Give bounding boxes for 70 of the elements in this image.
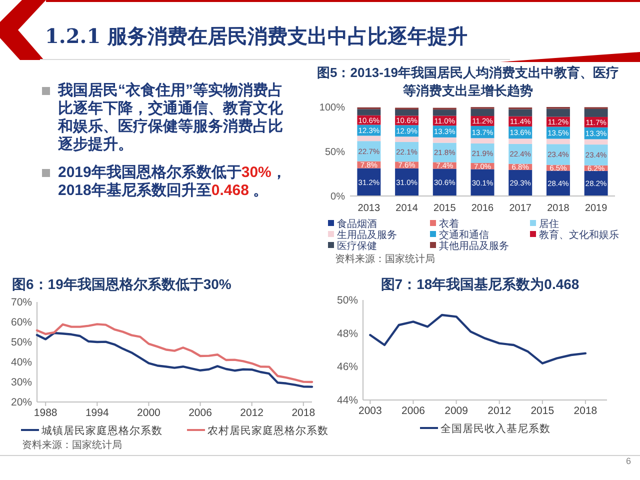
legend-label: 生用品及服务 xyxy=(337,230,397,241)
text: 资料来源：国家统计局 xyxy=(22,440,122,451)
text: 6 xyxy=(626,456,632,466)
x-tick-label: 2006 xyxy=(188,407,212,419)
x-tick-label: 2012 xyxy=(240,407,264,419)
x-tick-label: 1988 xyxy=(34,407,58,419)
y-tick-label: 50% xyxy=(336,294,358,306)
y-tick-label: 48% xyxy=(336,328,358,340)
bar xyxy=(584,139,608,145)
x-tick-label: 2019 xyxy=(584,203,608,214)
bar xyxy=(470,138,494,144)
bar xyxy=(395,109,419,116)
x-tick-label: 2000 xyxy=(137,407,161,419)
bar xyxy=(357,168,381,196)
y-tick-label: 50% xyxy=(324,147,346,158)
y-tick-label: 46% xyxy=(336,361,358,374)
x-tick-label: 2012 xyxy=(488,405,512,417)
legend-label: 城镇居民家庭恩格尔系数 xyxy=(42,425,162,437)
y-tick-label: 44% xyxy=(336,394,358,406)
bar xyxy=(432,137,456,143)
bar xyxy=(546,108,570,117)
legend-label: 居住 xyxy=(539,219,559,230)
bar xyxy=(432,110,456,116)
x-tick-label: 2015 xyxy=(434,203,456,214)
line-series xyxy=(369,314,587,364)
legend-label: 食品烟酒 xyxy=(337,219,377,230)
bar xyxy=(357,136,381,142)
x-tick-label: 2009 xyxy=(444,405,468,417)
x-tick-label: 2014 xyxy=(396,203,418,214)
x-tick-label: 2015 xyxy=(530,405,554,417)
x-tick-label: 2017 xyxy=(509,203,532,214)
x-tick-label: 2013 xyxy=(358,203,380,214)
x-tick-label: 1994 xyxy=(85,407,109,419)
x-tick-label: 2018 xyxy=(292,407,316,419)
line-series xyxy=(36,323,314,384)
legend-label: 医疗保健 xyxy=(337,241,377,252)
legend-label: 全国居民收入基尼系数 xyxy=(440,423,550,435)
bar xyxy=(508,109,532,116)
y-tick-label: 20% xyxy=(10,396,32,408)
x-tick-label: 2016 xyxy=(471,203,494,214)
y-tick-label: 0% xyxy=(330,192,346,202)
x-tick-label: 2006 xyxy=(402,405,426,417)
x-tick-label: 2018 xyxy=(574,405,598,417)
bar xyxy=(357,109,381,116)
bar xyxy=(395,136,419,142)
legend-label: 教育、文化和娱乐 xyxy=(539,230,619,241)
bar xyxy=(546,138,570,144)
line-series xyxy=(36,332,314,388)
chart-title: 图7：18年我国基尼系数为0.468 xyxy=(380,276,580,292)
x-tick-label: 2003 xyxy=(358,405,382,417)
chart-title: 图5：2013-19年我国居民人均消费支出中教育、医疗等消费支出呈增长趋势 xyxy=(317,65,619,98)
legend-label: 衣着 xyxy=(439,219,459,230)
legend-label: 农村居民家庭恩格尔系数 xyxy=(208,425,328,437)
bar xyxy=(584,108,608,117)
legend-label: 其他用品及服务 xyxy=(439,241,509,252)
chart-title: 图6：19年我国恩格尔系数低于30% xyxy=(12,276,232,292)
y-tick-label: 40% xyxy=(10,356,32,368)
legend-label: 交通和通信 xyxy=(439,230,489,241)
y-tick-label: 30% xyxy=(10,376,32,388)
y-tick-label: 70% xyxy=(10,296,32,308)
text: 我国居民“衣食住用”等实物消费占比逐年下降，交通通信、教育文化和娱乐、医疗保健等服务消费占比逐步提升。 xyxy=(58,82,283,153)
text: 资料来源：国家统计局 xyxy=(335,254,435,265)
text: 1.2.1 服务消费在居民消费支出中占比逐年提升 xyxy=(45,24,468,48)
x-tick-label: 2018 xyxy=(547,203,570,214)
bar xyxy=(470,108,494,116)
text: 2019年我国恩格尔系数低于30%，2018年基尼系数回升至0.468 。 xyxy=(58,164,286,199)
y-tick-label: 50% xyxy=(10,336,32,348)
y-tick-label: 100% xyxy=(319,102,346,114)
bar xyxy=(508,138,532,144)
y-tick-label: 60% xyxy=(10,316,32,328)
